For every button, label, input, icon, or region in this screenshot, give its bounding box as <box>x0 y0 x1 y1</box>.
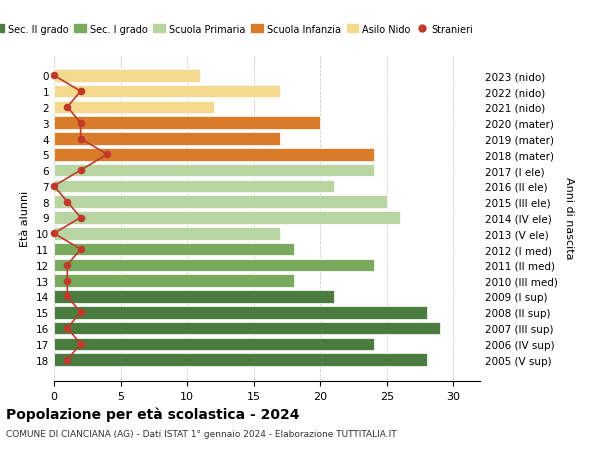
Bar <box>54 228 280 240</box>
Point <box>76 135 85 143</box>
Point <box>62 325 72 332</box>
Bar <box>54 101 214 114</box>
Bar <box>54 133 280 146</box>
Point <box>76 246 85 253</box>
Point <box>62 356 72 364</box>
Point <box>49 73 59 80</box>
Bar <box>54 86 280 98</box>
Bar <box>54 275 293 287</box>
Point <box>76 214 85 222</box>
Point <box>62 293 72 301</box>
Bar <box>54 243 293 256</box>
Point <box>49 230 59 237</box>
Point <box>76 88 85 95</box>
Bar <box>54 306 427 319</box>
Bar <box>54 259 373 272</box>
Text: Popolazione per età scolastica - 2024: Popolazione per età scolastica - 2024 <box>6 406 299 421</box>
Legend: Sec. II grado, Sec. I grado, Scuola Primaria, Scuola Infanzia, Asilo Nido, Stran: Sec. II grado, Sec. I grado, Scuola Prim… <box>0 21 478 39</box>
Bar <box>54 338 373 350</box>
Bar <box>54 70 200 83</box>
Bar <box>54 196 387 208</box>
Text: COMUNE DI CIANCIANA (AG) - Dati ISTAT 1° gennaio 2024 - Elaborazione TUTTITALIA.: COMUNE DI CIANCIANA (AG) - Dati ISTAT 1°… <box>6 429 397 438</box>
Bar <box>54 180 334 193</box>
Point <box>76 120 85 127</box>
Bar <box>54 212 400 224</box>
Point <box>62 277 72 285</box>
Point <box>49 183 59 190</box>
Point <box>76 341 85 348</box>
Bar <box>54 322 440 335</box>
Y-axis label: Anni di nascita: Anni di nascita <box>565 177 574 259</box>
Bar <box>54 164 373 177</box>
Y-axis label: Età alunni: Età alunni <box>20 190 31 246</box>
Point <box>62 199 72 206</box>
Point <box>62 104 72 112</box>
Point <box>76 167 85 174</box>
Point <box>103 151 112 159</box>
Bar <box>54 149 373 161</box>
Bar <box>54 117 320 130</box>
Bar <box>54 291 334 303</box>
Bar <box>54 353 427 366</box>
Point <box>62 262 72 269</box>
Point <box>76 309 85 316</box>
